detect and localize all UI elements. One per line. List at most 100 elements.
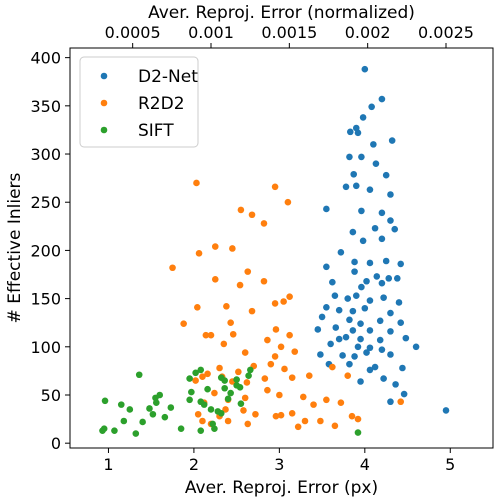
point-r2d2-29 [277,343,285,351]
point-r2d2-11 [211,276,219,283]
point-d2-net-79 [371,363,379,371]
point-r2d2-19 [248,307,256,315]
point-r2d2-37 [235,368,242,376]
point-r2d2-8 [229,245,236,252]
point-r2d2-64 [301,417,309,425]
point-d2-net-19 [358,207,365,215]
point-d2-net-55 [376,317,384,325]
point-d2-net-81 [366,366,374,374]
point-d2-net-54 [357,320,364,327]
point-r2d2-63 [288,410,296,417]
point-r2d2-71 [244,420,252,428]
point-sift-10 [146,405,153,412]
point-r2d2-28 [220,340,228,348]
point-d2-net-8 [370,141,377,148]
point-r2d2-66 [331,422,339,430]
point-r2d2-62 [272,412,280,420]
point-d2-net-61 [314,326,322,333]
point-sift-36 [237,400,245,407]
point-d2-net-76 [387,351,394,358]
point-r2d2-20 [180,320,187,327]
legend-marker-r2d2 [100,99,108,107]
point-r2d2-49 [264,386,271,394]
legend-label-sift: SIFT [138,121,174,141]
y-tick-label: 0 [51,434,61,453]
point-d2-net-50 [361,304,369,312]
point-d2-net-56 [397,319,405,326]
point-sift-24 [204,385,211,393]
point-d2-net-59 [366,327,374,334]
point-d2-net-16 [366,186,374,193]
point-d2-net-3 [359,114,367,121]
point-sift-4 [120,417,128,425]
point-d2-net-58 [349,327,357,334]
point-r2d2-10 [244,268,252,275]
point-r2d2-13 [236,281,244,289]
point-d2-net-49 [349,307,357,315]
point-d2-net-43 [352,292,360,300]
point-r2d2-74 [354,415,362,423]
point-r2d2-52 [310,401,317,408]
y-tick-label: 100 [30,338,61,357]
point-r2d2-59 [222,406,229,413]
point-r2d2-18 [271,300,279,307]
point-sift-9 [139,418,146,426]
point-r2d2-16 [280,298,287,305]
point-r2d2-75 [397,398,405,406]
top-x-tick-label: 0.0015 [261,23,317,42]
point-d2-net-5 [346,128,354,136]
point-sift-32 [224,395,232,403]
point-d2-net-36 [393,275,401,282]
point-sift-33 [227,389,234,397]
legend: D2-Net R2D2 SIFT [79,56,199,148]
point-sift-29 [197,427,205,434]
point-d2-net-21 [387,217,394,224]
point-d2-net-78 [346,360,353,368]
point-r2d2-26 [286,331,293,339]
point-sift-1 [101,397,109,405]
point-r2d2-21 [227,319,234,326]
x-axis-title: Aver. Reproj. Error (px) [185,478,378,498]
point-d2-net-48 [335,306,343,314]
point-d2-net-28 [351,258,358,266]
point-d2-net-52 [318,313,326,321]
point-r2d2-61 [252,410,259,418]
top-x-tick-label: 0.0005 [105,23,161,42]
point-r2d2-34 [267,360,275,368]
point-d2-net-87 [442,407,450,414]
top-x-axis: 0.0005 0.001 0.0015 0.002 0.0025 [105,23,474,48]
point-sift-41 [221,377,228,384]
point-d2-net-74 [351,353,358,360]
point-d2-net-53 [346,316,353,324]
point-sift-34 [233,376,240,383]
point-r2d2-27 [264,336,271,344]
point-r2d2-5 [248,211,256,219]
point-d2-net-9 [346,153,353,161]
point-r2d2-50 [276,391,283,399]
point-d2-net-6 [352,124,360,132]
point-d2-net-39 [363,277,370,285]
point-r2d2-24 [272,326,280,333]
point-r2d2-2 [284,198,292,206]
point-sift-5 [132,430,140,437]
point-sift-16 [152,394,159,402]
point-r2d2-51 [299,393,307,401]
point-d2-net-32 [323,263,330,271]
point-d2-net-33 [351,268,358,275]
point-r2d2-35 [281,365,288,373]
point-d2-net-83 [357,378,364,385]
point-d2-net-34 [373,273,381,280]
point-r2d2-7 [211,243,219,250]
point-d2-net-14 [342,183,350,191]
point-d2-net-86 [387,398,394,406]
point-d2-net-62 [335,335,343,343]
point-sift-11 [149,410,157,418]
point-sift-40 [197,398,205,406]
point-sift-43 [354,429,362,436]
point-r2d2-41 [199,373,206,380]
point-d2-net-71 [412,343,420,351]
point-d2-net-69 [366,344,374,352]
point-sift-21 [197,366,205,374]
point-r2d2-22 [202,331,210,339]
